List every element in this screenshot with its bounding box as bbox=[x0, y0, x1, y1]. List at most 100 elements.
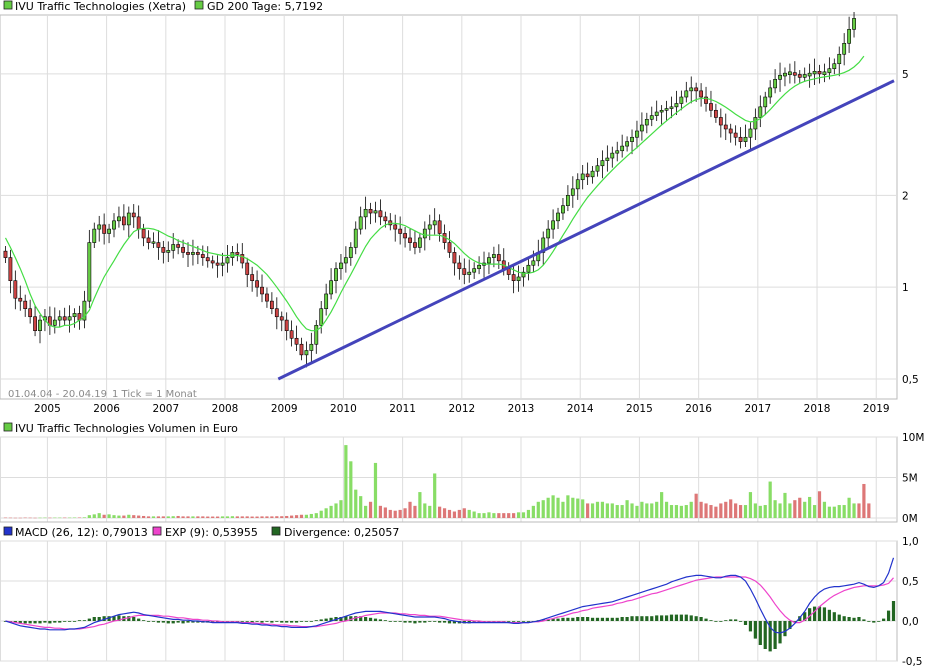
ma-line bbox=[4, 55, 865, 332]
candle-body bbox=[210, 260, 215, 264]
volume-bar bbox=[33, 517, 37, 519]
volume-bar bbox=[388, 509, 392, 518]
tick-info: 1 Tick = 1 Monat bbox=[112, 389, 197, 400]
divergence-bar bbox=[684, 614, 688, 621]
divergence-bar bbox=[107, 616, 111, 621]
volume-bar bbox=[635, 505, 639, 518]
volume-plot-frame bbox=[0, 436, 898, 523]
divergence-bar bbox=[270, 621, 274, 623]
volume-bar bbox=[551, 495, 555, 518]
volume-bar bbox=[127, 514, 131, 518]
volume-bar bbox=[393, 510, 397, 518]
volume-bar bbox=[679, 505, 683, 518]
candle-body bbox=[378, 210, 383, 218]
volume-y-tick-label: 0M bbox=[902, 513, 918, 525]
candle-body bbox=[299, 343, 304, 356]
divergence-bar bbox=[734, 619, 738, 621]
volume-legend-box bbox=[3, 422, 13, 432]
candle-body bbox=[166, 250, 171, 253]
volume-bar bbox=[23, 517, 27, 519]
candle-body bbox=[541, 237, 546, 253]
macd-grid bbox=[0, 540, 897, 662]
volume-bar bbox=[334, 503, 338, 518]
divergence-bar bbox=[561, 617, 565, 621]
volume-bar bbox=[462, 508, 466, 518]
candle-body bbox=[363, 208, 368, 218]
candle-body bbox=[284, 319, 289, 332]
divergence-bar bbox=[428, 621, 432, 622]
divergence-bar bbox=[344, 616, 348, 621]
divergence-bar bbox=[516, 621, 521, 622]
macd-y-tick-label: -0,5 bbox=[902, 656, 923, 668]
volume-bar bbox=[319, 510, 323, 518]
candle-body bbox=[52, 319, 57, 326]
volume-bar bbox=[467, 509, 471, 518]
candle-body bbox=[837, 53, 842, 65]
divergence-bar bbox=[240, 621, 244, 622]
candle-body bbox=[422, 228, 427, 239]
candle-body bbox=[477, 264, 481, 269]
divergence-bar bbox=[349, 616, 353, 621]
candle-body bbox=[57, 316, 62, 321]
candle-body bbox=[309, 343, 314, 351]
volume-bar bbox=[763, 505, 767, 518]
volume-bar bbox=[738, 505, 743, 518]
price-title: IVU Traffic Technologies (Xetra) bbox=[15, 0, 186, 13]
volume-bar bbox=[586, 503, 590, 518]
x-tick-label: 2016 bbox=[685, 403, 712, 415]
volume-bar bbox=[576, 498, 580, 518]
volume-bar bbox=[255, 516, 259, 518]
volume-bar bbox=[704, 503, 708, 518]
exp-line bbox=[5, 576, 894, 630]
volume-bar bbox=[605, 503, 609, 518]
candle-body bbox=[161, 247, 166, 253]
candle-body bbox=[18, 297, 23, 302]
divergence-bar bbox=[82, 620, 87, 621]
divergence-bar bbox=[72, 621, 77, 622]
candle-body bbox=[437, 220, 442, 234]
divergence-bar bbox=[595, 617, 600, 621]
volume-bar bbox=[383, 507, 387, 518]
x-tick-label: 2019 bbox=[863, 403, 890, 415]
volume-bar bbox=[753, 503, 757, 518]
divergence-bar bbox=[650, 616, 654, 621]
divergence-bar bbox=[33, 621, 37, 624]
divergence-bar bbox=[452, 621, 457, 624]
divergence-bar bbox=[512, 621, 516, 622]
volume-y-tick-label: 5M bbox=[902, 473, 918, 485]
candle-body bbox=[768, 87, 773, 98]
candle-body bbox=[565, 195, 570, 206]
macd-line bbox=[5, 557, 895, 634]
volume-bar bbox=[329, 505, 333, 518]
divergence-bar bbox=[724, 620, 728, 621]
divergence-bar bbox=[556, 618, 560, 621]
candle-body bbox=[324, 293, 329, 310]
candle-body bbox=[289, 330, 294, 339]
volume-bar bbox=[482, 513, 486, 518]
divergence-bar bbox=[398, 621, 402, 622]
volume-bar bbox=[344, 445, 348, 518]
volume-bar bbox=[67, 517, 72, 519]
divergence-bar bbox=[753, 621, 757, 639]
volume-bar bbox=[832, 506, 836, 518]
divergence-bar bbox=[38, 621, 42, 624]
trend-line bbox=[277, 79, 895, 381]
divergence-bar bbox=[23, 621, 27, 624]
divergence-bar bbox=[793, 621, 797, 622]
candle-body bbox=[709, 103, 713, 111]
volume-bar bbox=[176, 515, 180, 518]
divergence-bar bbox=[857, 617, 861, 621]
ma-legend-box bbox=[194, 0, 204, 10]
volume-bar bbox=[620, 505, 624, 518]
volume-y-axis: 0M 5M 10M bbox=[902, 432, 924, 525]
divergence-bar bbox=[294, 621, 299, 623]
volume-bar bbox=[97, 513, 101, 518]
volume-bar bbox=[339, 500, 343, 518]
volume-bar bbox=[403, 508, 407, 518]
volume-bar bbox=[536, 501, 540, 518]
divergence-bar bbox=[299, 621, 304, 622]
volume-bar bbox=[512, 513, 516, 518]
divergence-bar bbox=[768, 621, 772, 652]
volume-bar bbox=[53, 517, 57, 519]
macd-y-tick-label: 0,5 bbox=[902, 576, 919, 588]
